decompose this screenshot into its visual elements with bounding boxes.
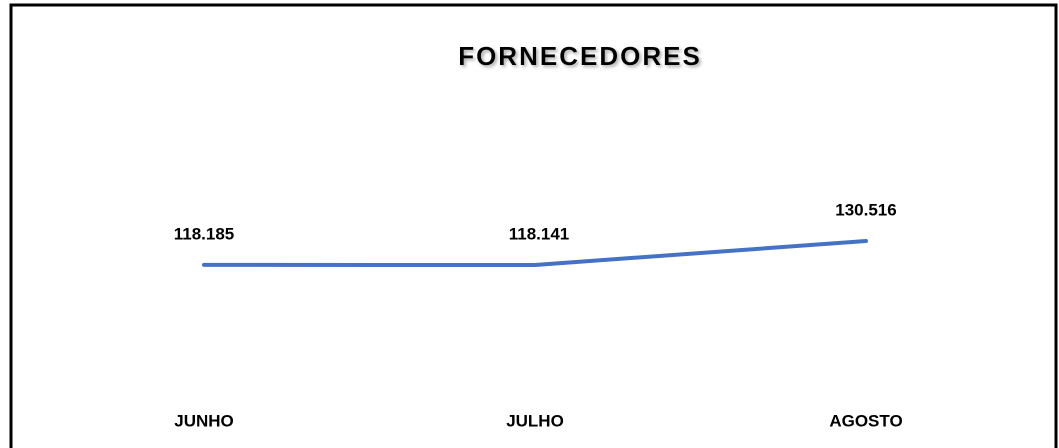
x-tick-label: JULHO — [506, 411, 564, 430]
x-tick-label: AGOSTO — [829, 411, 902, 430]
data-line — [202, 239, 868, 267]
x-tick-label: JUNHO — [174, 411, 234, 430]
chart-border — [9, 3, 1058, 448]
data-label: 118.185 — [174, 224, 235, 243]
data-label: 130.516 — [835, 200, 896, 219]
chart-title: FORNECEDORES — [458, 41, 702, 71]
data-label: 118.141 — [509, 224, 570, 243]
